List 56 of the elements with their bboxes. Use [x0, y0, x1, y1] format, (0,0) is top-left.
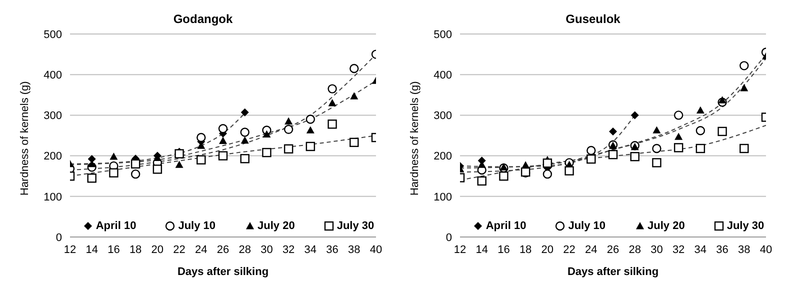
- x-tick-label: 36: [716, 244, 728, 256]
- chart-title: Guseulok: [564, 12, 622, 28]
- x-tick-label: 34: [694, 244, 707, 256]
- y-axis-title: Hardness of kernels (g): [408, 81, 421, 196]
- x-axis-title: Days after silking: [567, 266, 659, 278]
- y-tick-label: 500: [434, 28, 452, 41]
- x-tick-label: 38: [738, 244, 750, 256]
- y-tick-label: 300: [44, 110, 62, 122]
- y-tick-label: 0: [446, 232, 452, 244]
- x-tick-label: 12: [64, 244, 76, 256]
- x-tick-label: 14: [86, 244, 98, 256]
- legend-label: July 30: [726, 220, 764, 232]
- x-tick-label: 26: [606, 244, 620, 256]
- x-tick-label: 32: [282, 244, 295, 256]
- y-tick-label: 500: [44, 28, 62, 41]
- x-tick-label: 40: [760, 244, 772, 256]
- y-tick-label: 0: [56, 232, 62, 244]
- x-axis-title: Days after silking: [177, 266, 269, 278]
- x-tick-label: 14: [476, 244, 488, 256]
- legend-label: July 20: [648, 220, 685, 232]
- legend-label: July 10: [178, 220, 216, 232]
- x-tick-label: 22: [563, 244, 576, 256]
- x-tick-label: 16: [108, 244, 120, 256]
- x-tick-label: 28: [238, 244, 251, 256]
- x-tick-label: 22: [173, 244, 186, 256]
- x-tick-label: 40: [370, 244, 382, 256]
- x-tick-label: 28: [628, 244, 641, 256]
- y-tick-label: 100: [434, 191, 452, 204]
- x-tick-label: 26: [216, 244, 230, 256]
- x-tick-label: 36: [326, 244, 338, 256]
- x-tick-label: 24: [195, 244, 208, 256]
- legend-label: July 30: [336, 220, 374, 232]
- y-tick-label: 100: [44, 191, 62, 204]
- x-tick-label: 18: [129, 244, 142, 256]
- x-tick-label: 34: [304, 244, 317, 256]
- y-tick-label: 400: [44, 70, 62, 82]
- x-tick-label: 32: [672, 244, 685, 256]
- y-tick-label: 200: [44, 150, 62, 163]
- x-tick-label: 12: [454, 244, 466, 256]
- legend-label: July 10: [568, 220, 606, 232]
- x-tick-label: 16: [498, 244, 510, 256]
- x-tick-label: 24: [585, 244, 598, 256]
- x-tick-label: 18: [519, 244, 532, 256]
- legend-label: July 20: [258, 220, 295, 232]
- y-tick-label: 400: [434, 70, 452, 82]
- x-tick-label: 20: [151, 244, 164, 256]
- x-tick-label: 30: [260, 244, 273, 256]
- y-axis-title: Hardness of kernels (g): [18, 81, 31, 196]
- chart-title: Godangok: [172, 12, 234, 28]
- y-tick-label: 300: [434, 110, 452, 122]
- x-tick-label: 38: [348, 244, 360, 256]
- legend-label: April 10: [96, 220, 136, 232]
- y-tick-label: 200: [434, 150, 452, 163]
- x-tick-label: 20: [541, 244, 554, 256]
- legend-label: April 10: [486, 220, 526, 232]
- x-tick-label: 30: [650, 244, 663, 256]
